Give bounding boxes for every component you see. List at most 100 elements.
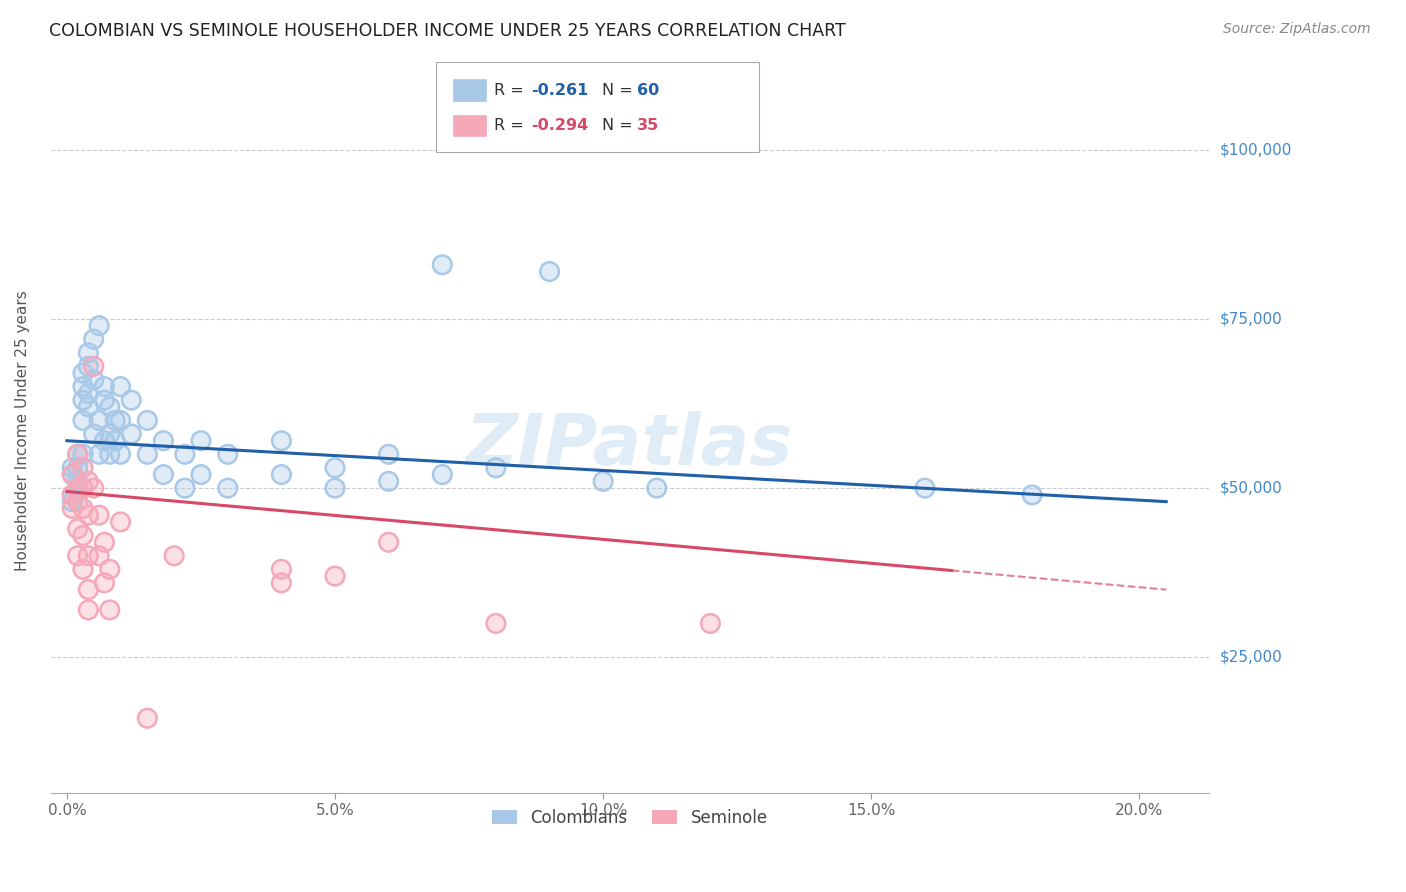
Point [98,562,121,576]
Point [120,393,142,408]
Point [699,616,721,631]
Point [98,427,121,442]
Point [77,603,100,617]
Point [432,258,454,272]
Point [87,447,110,461]
Point [60,494,83,508]
Point [72,366,94,380]
Point [66,481,89,495]
Point [323,569,346,583]
Point [72,562,94,576]
Point [93,393,115,408]
Point [87,549,110,563]
Point [136,447,159,461]
Point [270,562,292,576]
Point [190,434,212,448]
Point [66,447,89,461]
Point [77,345,100,359]
Point [72,379,94,393]
Point [83,373,105,387]
Point [72,481,94,495]
Point [104,434,127,448]
Point [87,549,110,563]
Text: $100,000: $100,000 [1220,142,1292,157]
Point [377,535,399,549]
Point [83,332,105,346]
Point [83,481,105,495]
Point [72,501,94,516]
Text: ZIPatlas: ZIPatlas [467,410,793,480]
Point [432,258,454,272]
Point [104,413,127,427]
Point [60,467,83,482]
Point [60,488,83,502]
Point [72,528,94,542]
Point [72,481,94,495]
Point [77,475,100,489]
Point [98,447,121,461]
Point [1021,488,1043,502]
Point [152,434,174,448]
Point [87,508,110,523]
Point [66,494,89,508]
Text: -0.294: -0.294 [531,119,589,133]
Point [93,379,115,393]
Point [538,264,561,278]
Point [77,475,100,489]
Point [377,535,399,549]
Point [174,481,197,495]
Point [136,413,159,427]
Point [120,393,142,408]
Point [174,447,197,461]
Point [77,549,100,563]
Point [270,575,292,590]
Point [120,427,142,442]
Point [87,318,110,333]
Point [645,481,668,495]
Point [77,359,100,374]
Point [93,575,115,590]
Point [66,522,89,536]
Point [217,481,239,495]
Point [110,413,132,427]
Point [77,359,100,374]
Point [93,575,115,590]
Point [110,447,132,461]
Point [83,427,105,442]
Point [83,481,105,495]
Point [60,488,83,502]
Point [66,549,89,563]
Point [72,413,94,427]
Point [104,434,127,448]
Point [174,447,197,461]
Point [72,460,94,475]
Point [190,467,212,482]
Point [217,481,239,495]
Point [72,447,94,461]
Point [485,460,508,475]
Point [645,481,668,495]
Point [98,603,121,617]
Point [93,535,115,549]
Point [93,434,115,448]
Point [66,481,89,495]
Text: 35: 35 [637,119,659,133]
Point [110,447,132,461]
Y-axis label: Householder Income Under 25 years: Householder Income Under 25 years [15,290,30,571]
Point [72,366,94,380]
Text: $75,000: $75,000 [1220,311,1282,326]
Point [163,549,186,563]
Point [83,359,105,374]
Point [93,393,115,408]
Point [190,467,212,482]
Point [270,562,292,576]
Point [98,562,121,576]
Point [77,603,100,617]
Point [87,318,110,333]
Point [72,379,94,393]
Text: Source: ZipAtlas.com: Source: ZipAtlas.com [1223,22,1371,37]
Point [377,447,399,461]
Point [432,467,454,482]
Point [77,400,100,414]
Point [110,515,132,529]
